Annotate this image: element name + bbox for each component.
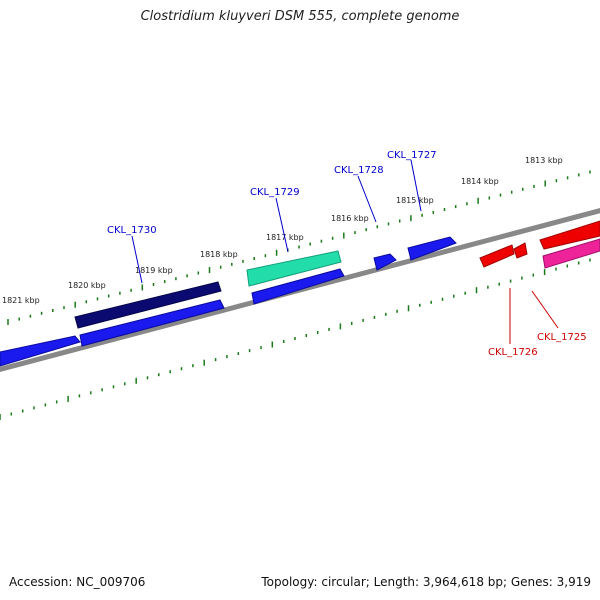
scale-label: 1818 kbp [200, 250, 238, 259]
gene-labels: CKL_1730 CKL_1729 CKL_1728 CKL_1727 CKL_… [107, 150, 587, 358]
scale-labels: 1821 kbp 1820 kbp 1819 kbp 1818 kbp 1817… [2, 156, 563, 305]
gene-label-ckl-1727[interactable]: CKL_1727 [387, 150, 437, 161]
gene-label-ckl-1730[interactable]: CKL_1730 [107, 225, 157, 236]
scale-label: 1816 kbp [331, 214, 369, 223]
gene-label-ckl-1729[interactable]: CKL_1729 [250, 187, 300, 198]
map-title: Clostridium kluyveri DSM 555, complete g… [140, 9, 460, 24]
gene-label-leaders [131, 159, 559, 344]
gene-ckl-1729-feature[interactable] [246, 250, 342, 287]
scale-label: 1819 kbp [135, 266, 173, 275]
gene-label-ckl-1728[interactable]: CKL_1728 [334, 165, 384, 176]
scale-label: 1815 kbp [396, 196, 434, 205]
cds-feature-left[interactable] [0, 335, 81, 367]
gene-ckl-1727-feature[interactable] [407, 236, 457, 261]
gene-ckl-1725-feature-pink[interactable] [542, 238, 600, 269]
gene-ckl-1726-feature-b[interactable] [513, 242, 528, 259]
accession-label: Accession: NC_009706 [9, 575, 146, 589]
cds-feature-mid-left[interactable] [79, 299, 225, 347]
gene-ckl-1725-feature[interactable] [539, 220, 600, 250]
gene-ckl-1726-feature[interactable] [479, 244, 515, 268]
gene-ckl-1728-feature[interactable] [373, 253, 397, 271]
scale-label: 1814 kbp [461, 177, 499, 186]
gene-label-ckl-1725[interactable]: CKL_1725 [537, 332, 587, 343]
scale-label: 1813 kbp [525, 156, 563, 165]
outer-tick-track [7, 170, 591, 325]
scale-label: 1820 kbp [68, 281, 106, 290]
scale-label: 1821 kbp [2, 296, 40, 305]
inner-tick-track [0, 258, 591, 420]
gene-label-ckl-1726[interactable]: CKL_1726 [488, 347, 538, 358]
genome-summary: Topology: circular; Length: 3,964,618 bp… [261, 575, 591, 589]
cds-feature-mid[interactable] [251, 268, 345, 305]
gene-ckl-1730-feature[interactable] [74, 281, 222, 329]
